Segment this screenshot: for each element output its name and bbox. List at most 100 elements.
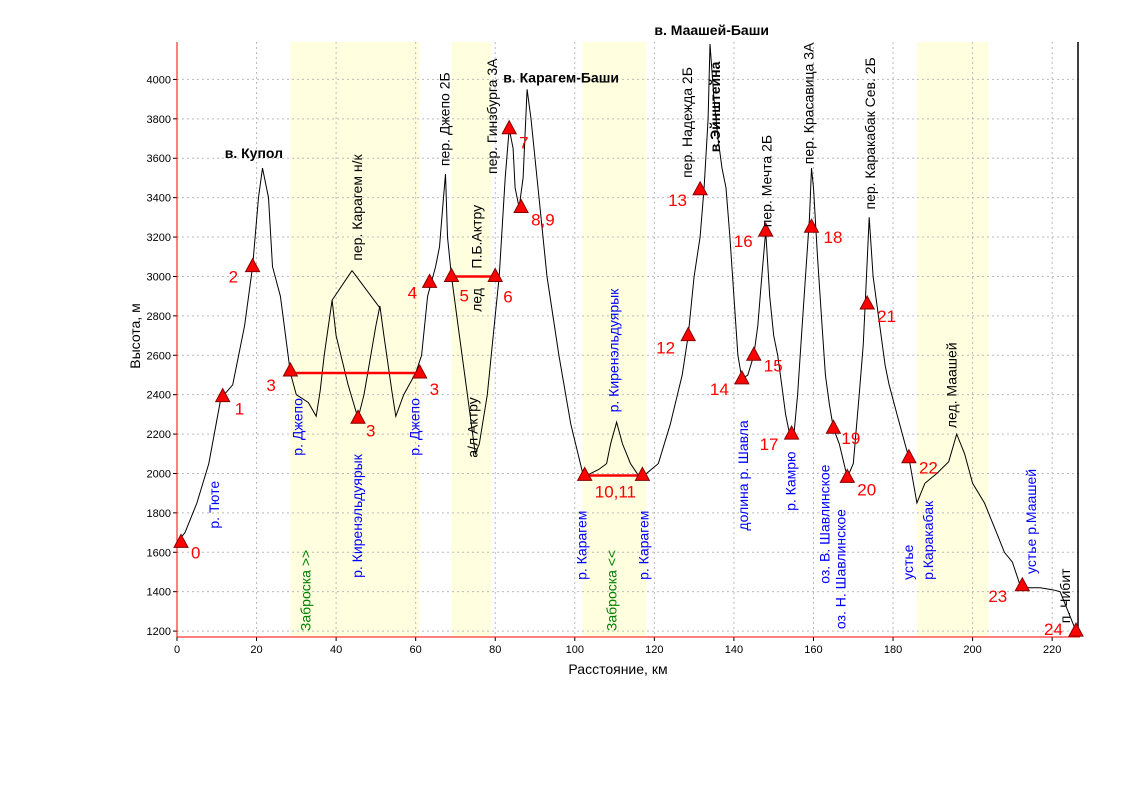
profile bbox=[176, 43, 1077, 632]
point-marker-22 bbox=[859, 294, 876, 310]
annotation-v-3: П.Б.Актру bbox=[468, 205, 484, 269]
point-marker-11 bbox=[576, 466, 593, 481]
point-marker-24 bbox=[1014, 576, 1031, 592]
point-marker-18 bbox=[783, 425, 800, 440]
axes bbox=[173, 42, 1080, 641]
annotation-v-9: пер. Красавица 3А bbox=[801, 42, 817, 164]
annotation-v-8: пер. Мечта 2Б bbox=[759, 135, 775, 227]
point-marker-10 bbox=[513, 198, 529, 213]
x-tick-label-5: 100 bbox=[566, 644, 584, 656]
annotation-v-14: р. Джепо bbox=[289, 398, 305, 456]
y-tick-label-9: 3000 bbox=[147, 271, 171, 283]
band-2 bbox=[582, 42, 647, 637]
point-number-17: 16 bbox=[734, 232, 753, 251]
point-marker-12 bbox=[634, 466, 651, 481]
annotation-v-0: пер. Карагем н/к bbox=[349, 154, 365, 261]
y-axis-title: Высота, м bbox=[127, 303, 143, 368]
point-number-19: 18 bbox=[823, 228, 842, 247]
point-marker-9 bbox=[501, 119, 518, 135]
annotation-v-4: лед bbox=[468, 288, 484, 312]
annotation-v-5: а/л Актру bbox=[464, 397, 480, 457]
point-marker-6 bbox=[421, 273, 438, 288]
annotation-h-2: в. Маашей-Баши bbox=[654, 22, 769, 38]
annotation-v-22: оз. В. Шавлинское bbox=[816, 464, 832, 583]
point-number-13: 12 bbox=[656, 339, 675, 358]
annotation-v-16: р. Джепо bbox=[407, 398, 423, 456]
x-tick-label-0: 0 bbox=[174, 644, 180, 656]
point-number-24: 23 bbox=[988, 587, 1007, 606]
annotation-v-28: Заброска << bbox=[604, 550, 620, 631]
annotation-v-21: р. Камрю bbox=[783, 451, 799, 510]
annotation-h-1: в. Карагем-Баши bbox=[503, 69, 619, 85]
x-tick-label-11: 220 bbox=[1043, 644, 1061, 656]
point-number-1: 1 bbox=[235, 400, 244, 419]
point-marker-5 bbox=[411, 363, 428, 379]
leader-lines bbox=[331, 270, 381, 309]
y-tick-label-0: 1200 bbox=[147, 626, 171, 638]
annotation-v-27: Заброска >> bbox=[297, 550, 313, 631]
point-marker-2 bbox=[244, 257, 261, 273]
point-number-23: 22 bbox=[919, 459, 938, 478]
annotation-v-15: р. Киренэльдуярык bbox=[349, 453, 365, 578]
y-tick-label-13: 3800 bbox=[147, 114, 171, 126]
grid bbox=[176, 42, 1080, 637]
point-number-6: 4 bbox=[408, 283, 417, 302]
point-number-15: 14 bbox=[710, 380, 729, 399]
point-marker-15 bbox=[734, 369, 750, 385]
y-tick-label-11: 3400 bbox=[147, 193, 171, 205]
annotation-v-2: пер. Гинзбурга 3А bbox=[484, 58, 500, 174]
point-marker-13 bbox=[680, 326, 697, 342]
annotation-v-7: в.Эйнштейна bbox=[707, 61, 723, 152]
annotation-v-19: р. Карагем bbox=[635, 511, 651, 580]
point-number-14: 13 bbox=[668, 191, 687, 210]
point-number-16: 15 bbox=[764, 356, 783, 375]
point-marker-23 bbox=[901, 448, 917, 464]
x-tick-label-9: 180 bbox=[884, 644, 902, 656]
point-number-25: 24 bbox=[1044, 620, 1063, 639]
band-3 bbox=[916, 42, 989, 637]
band-0 bbox=[290, 42, 420, 637]
x-tick-label-4: 80 bbox=[489, 644, 501, 656]
y-tick-label-12: 3600 bbox=[147, 153, 171, 165]
x-axis-title: Расстояние, км bbox=[568, 661, 667, 677]
x-tick-label-1: 20 bbox=[250, 644, 262, 656]
y-tick-label-14: 4000 bbox=[147, 74, 171, 86]
point-marker-25 bbox=[1068, 622, 1084, 637]
point-marker-0 bbox=[173, 533, 189, 548]
annotations: в. Купол в. Карагем-Баши в. Маашей-Баши пер… bbox=[206, 22, 1073, 631]
point-number-5: 3 bbox=[430, 380, 439, 399]
band-1 bbox=[451, 42, 492, 637]
annotation-v-25: р.Каракабак bbox=[920, 500, 936, 580]
point-marker-1 bbox=[214, 387, 231, 403]
annotation-v-17: р. Карагем bbox=[574, 511, 590, 580]
point-marker-3 bbox=[282, 361, 299, 377]
y-tick-label-10: 3200 bbox=[147, 232, 171, 244]
point-marker-20 bbox=[825, 419, 842, 434]
y-tick-label-7: 2600 bbox=[147, 350, 171, 362]
y-tick-label-5: 2200 bbox=[147, 429, 171, 441]
point-marker-16 bbox=[745, 346, 762, 361]
point-number-8: 6 bbox=[503, 287, 512, 306]
point-marker-17 bbox=[757, 222, 774, 237]
y-tick-label-1: 1400 bbox=[147, 587, 171, 599]
point-number-10: 8,9 bbox=[531, 210, 555, 229]
profile-line bbox=[176, 43, 1077, 632]
x-tick-label-10: 200 bbox=[963, 644, 981, 656]
point-number-7: 5 bbox=[459, 286, 468, 305]
annotation-v-6: пер. Надежда 2Б bbox=[679, 67, 695, 178]
annotation-h-0: в. Купол bbox=[225, 145, 283, 161]
x-tick-label-7: 140 bbox=[725, 644, 743, 656]
bands bbox=[290, 42, 989, 637]
point-markers bbox=[173, 119, 1084, 637]
y-tick-label-3: 1800 bbox=[147, 508, 171, 520]
point-marker-21 bbox=[839, 468, 856, 483]
point-number-3: 3 bbox=[266, 376, 275, 395]
point-number-18: 17 bbox=[760, 435, 779, 454]
point-number-4: 3 bbox=[366, 421, 375, 440]
x-tick-label-6: 120 bbox=[645, 644, 663, 656]
point-marker-4 bbox=[350, 409, 366, 424]
annotation-v-10: пер. Каракабак Сев. 2Б bbox=[862, 57, 878, 209]
point-number-9: 7 bbox=[519, 134, 528, 153]
